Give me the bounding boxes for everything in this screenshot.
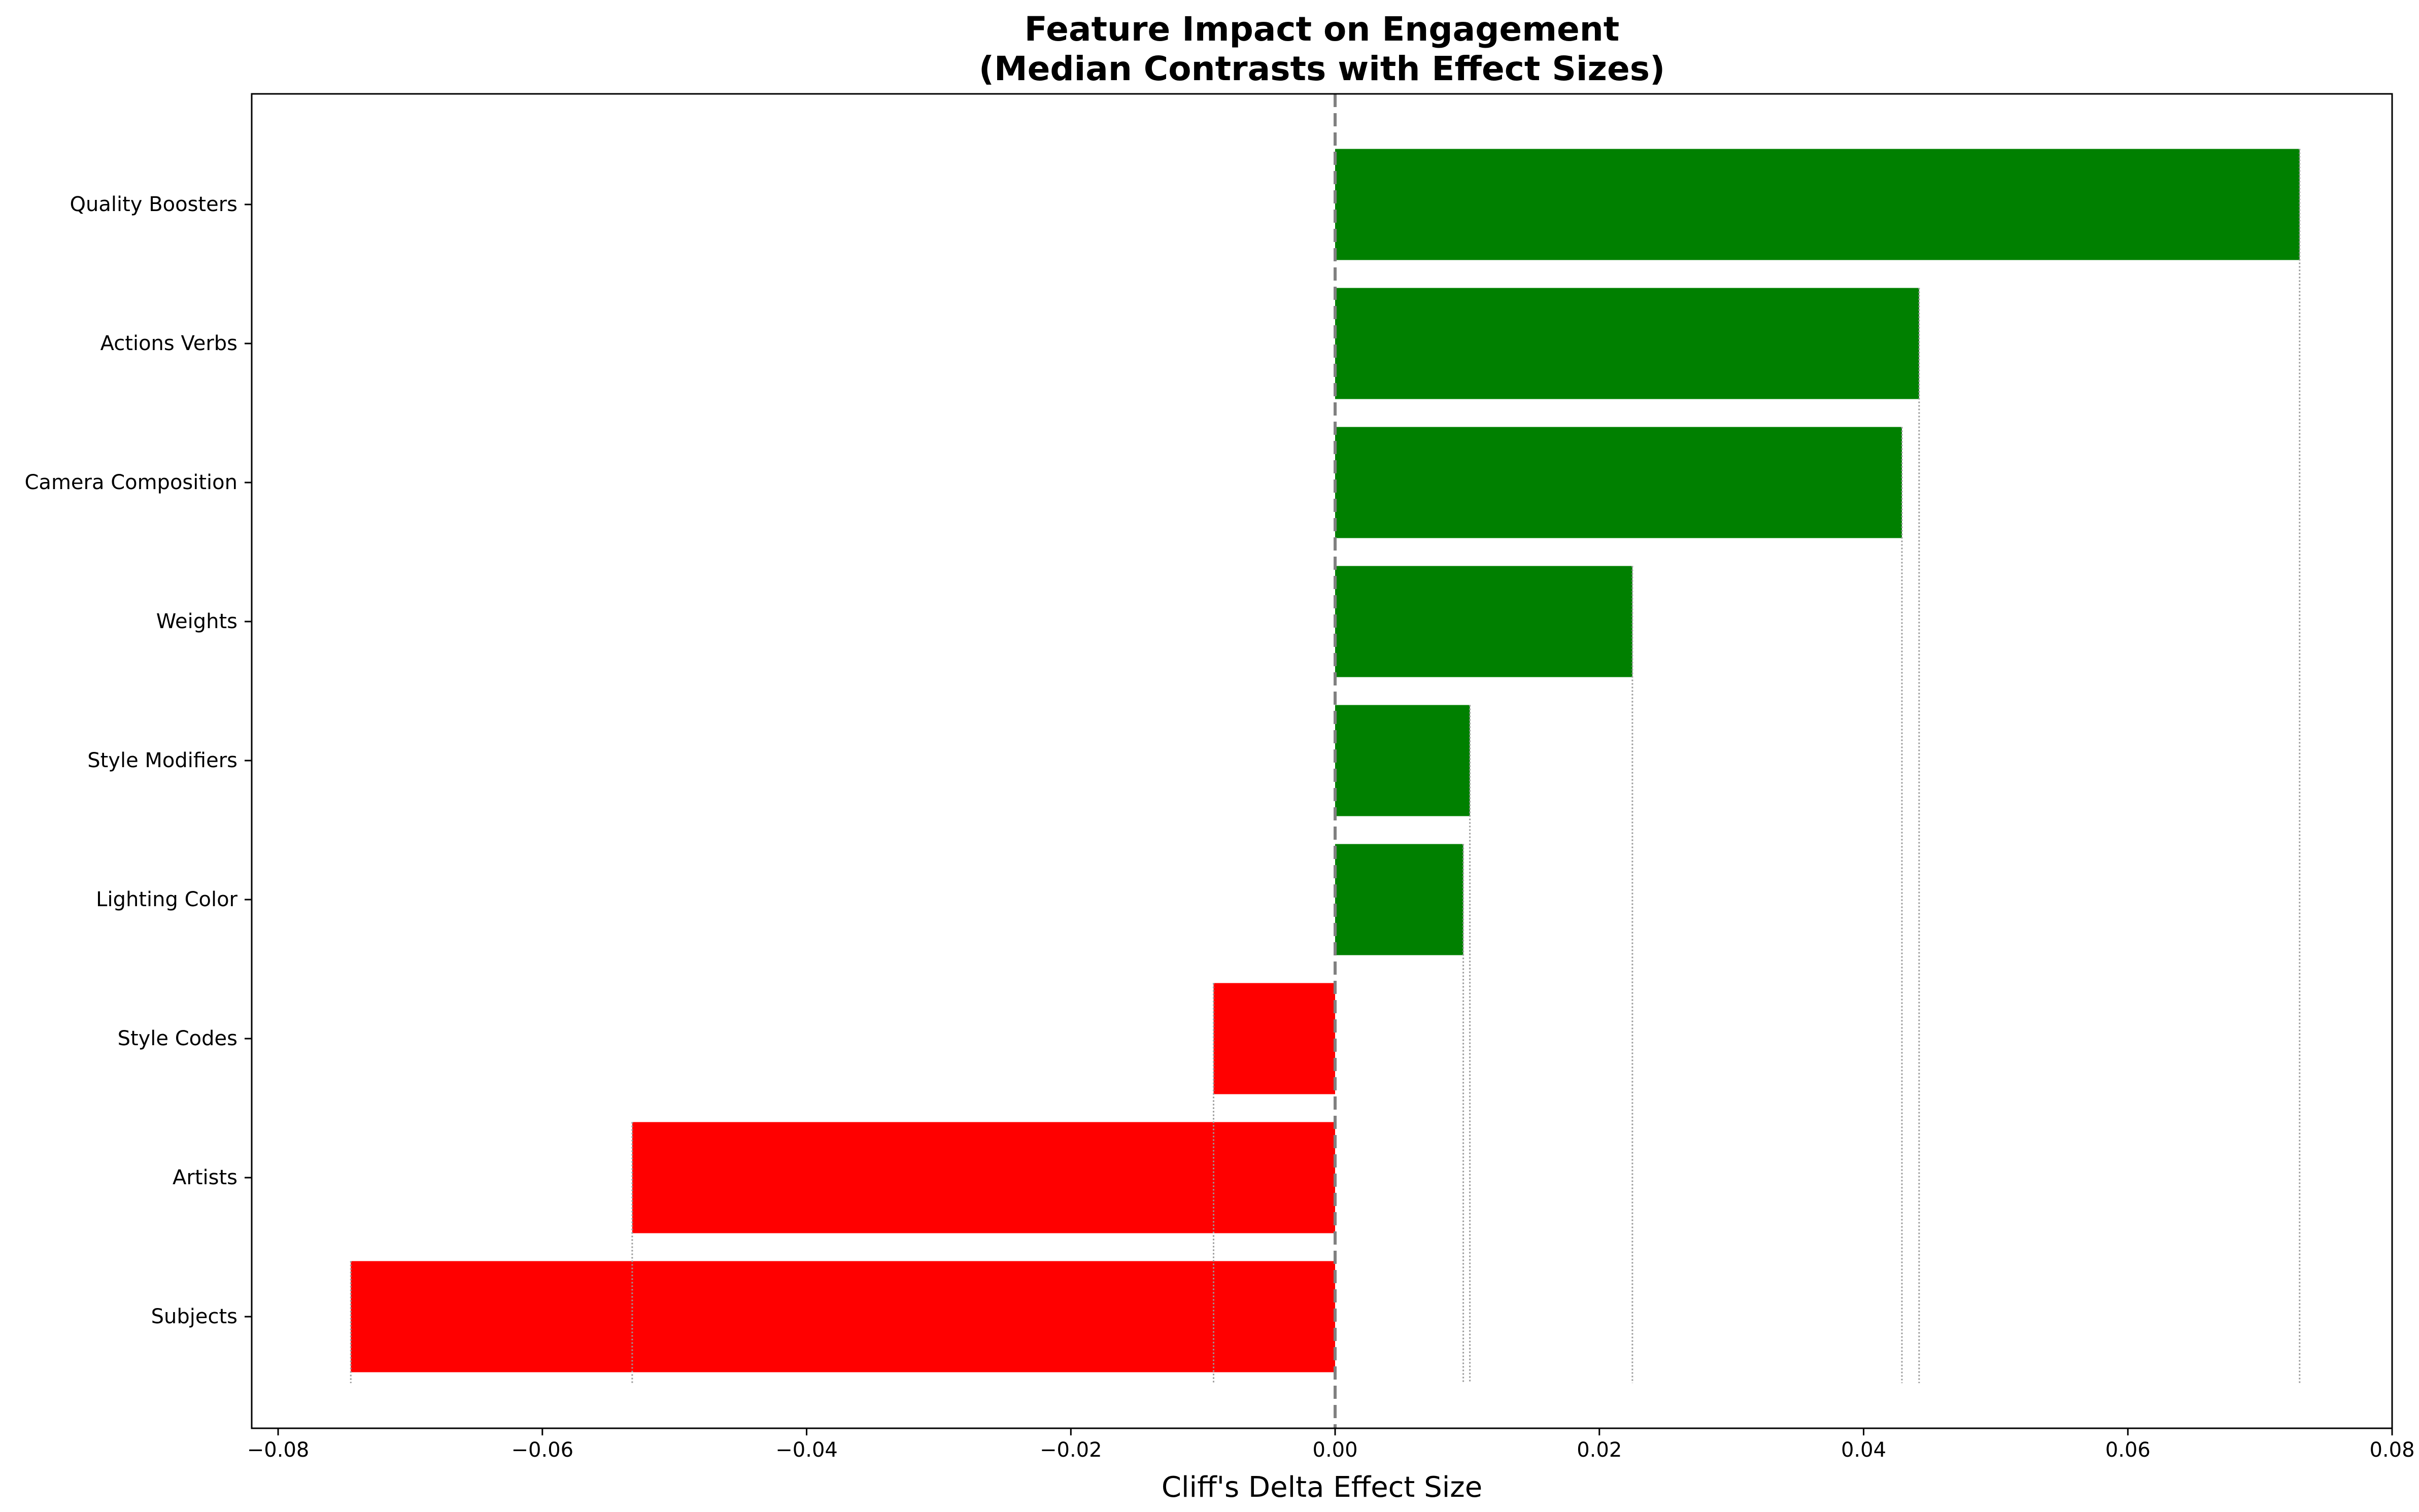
x-tick-label: 0.06	[2105, 1438, 2151, 1462]
chart-subtitle: (Median Contrasts with Effect Sizes)	[979, 49, 1665, 88]
x-tick-label: 0.08	[2369, 1438, 2414, 1462]
y-tick-label: Style Codes	[118, 1027, 237, 1050]
bar-lighting-color	[1335, 844, 1463, 955]
bar-style-codes	[1213, 983, 1336, 1094]
y-tick-label: Camera Composition	[25, 471, 238, 494]
y-tick-label: Style Modifiers	[87, 749, 237, 772]
y-tick-label: Artists	[173, 1166, 237, 1189]
chart-title: Feature Impact on Engagement	[1025, 10, 1620, 49]
bar-camera-composition	[1335, 427, 1902, 538]
x-tick-label: −0.06	[512, 1438, 574, 1462]
x-tick-label: 0.02	[1577, 1438, 1622, 1462]
bar-artists	[632, 1122, 1336, 1233]
bar-weights	[1335, 566, 1632, 677]
guides-layer	[350, 149, 2301, 1383]
y-tick-label: Lighting Color	[96, 888, 237, 911]
x-axis: −0.08 −0.06 −0.04 −0.02 0.00 0.02 0.04 0.06 0.08	[247, 1428, 2415, 1462]
x-tick-label: 0.00	[1313, 1438, 1358, 1462]
x-axis-label: Cliff's Delta Effect Size	[1162, 1471, 1482, 1504]
y-tick-label: Quality Boosters	[70, 193, 237, 216]
y-tick-label: Subjects	[151, 1305, 237, 1328]
x-tick-label: −0.04	[775, 1438, 838, 1462]
bar-style-modifiers	[1335, 705, 1470, 816]
plot-frame	[251, 93, 2393, 1429]
bars-layer	[351, 149, 2300, 1372]
x-tick-label: −0.02	[1040, 1438, 1102, 1462]
x-tick-label: −0.08	[247, 1438, 310, 1462]
bar-subjects	[351, 1261, 1336, 1372]
x-tick-label: 0.04	[1841, 1438, 1886, 1462]
bar-quality-boosters	[1335, 149, 2300, 260]
y-tick-label: Actions Verbs	[100, 332, 237, 355]
y-axis: Quality Boosters Actions Verbs Camera Comp…	[25, 193, 252, 1328]
y-tick-label: Weights	[156, 610, 237, 633]
bar-actions-verbs	[1335, 288, 1919, 399]
